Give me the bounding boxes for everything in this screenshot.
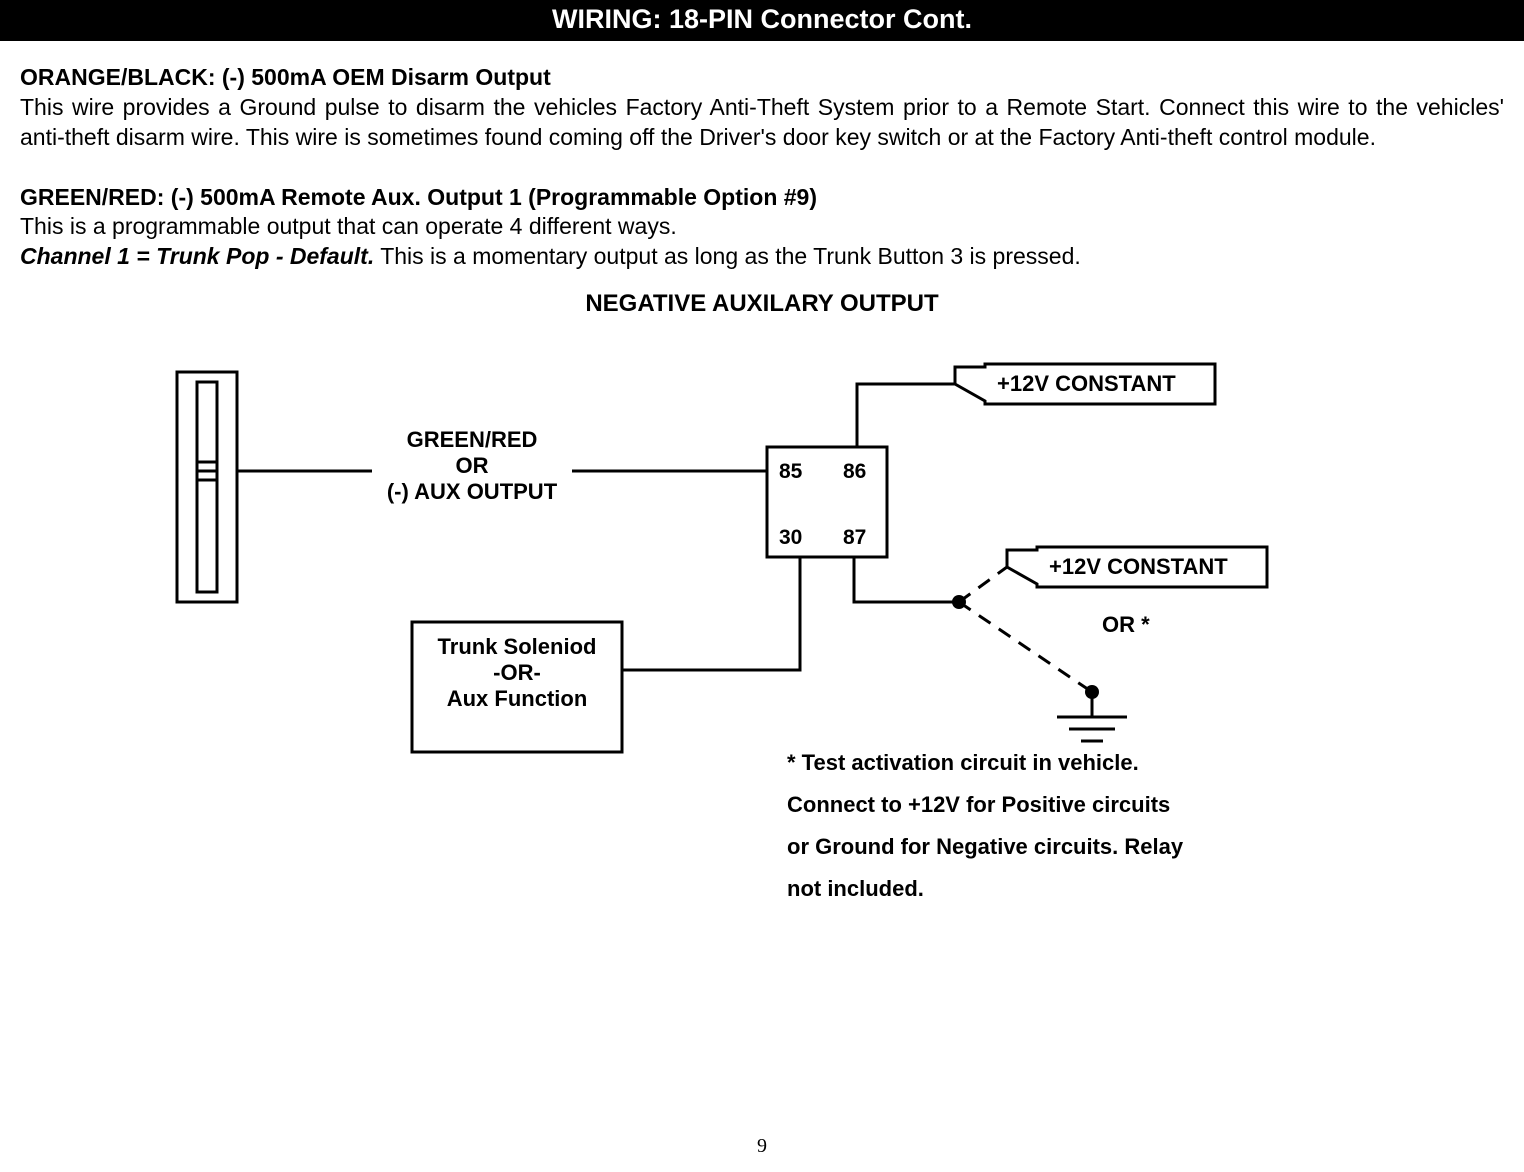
page-number: 9 <box>0 1135 1524 1158</box>
wiring-diagram: 85 86 30 87 <box>147 322 1377 942</box>
tag-top-text: +12V CONSTANT <box>997 371 1176 397</box>
ground-icon <box>1057 692 1127 741</box>
dashed-to-ground <box>959 602 1092 692</box>
solenoid-l2: -OR- <box>422 660 612 686</box>
section2-heading: GREEN/RED: (-) 500mA Remote Aux. Output … <box>20 183 1504 213</box>
channel-rest: This is a momentary output as long as th… <box>374 243 1081 269</box>
footnote-l2: Connect to +12V for Positive circuits <box>787 784 1183 826</box>
wire-87-out <box>854 557 959 602</box>
solenoid-l3: Aux Function <box>422 686 612 712</box>
footnote-l1: * Test activation circuit in vehicle. <box>787 742 1183 784</box>
section1-heading: ORANGE/BLACK: (-) 500mA OEM Disarm Outpu… <box>20 63 1504 93</box>
solenoid-l1: Trunk Soleniod <box>422 634 612 660</box>
relay-pin-86: 86 <box>843 460 866 483</box>
wire-86-to-12v <box>857 384 955 447</box>
section2-channel: Channel 1 = Trunk Pop - Default. This is… <box>20 242 1504 272</box>
title-bar: WIRING: 18-PIN Connector Cont. <box>0 0 1524 41</box>
diagram-svg: 85 86 30 87 <box>147 322 1377 942</box>
wire-30-to-solenoid <box>622 557 800 670</box>
relay-pin-30: 30 <box>779 526 802 549</box>
relay-pin-87: 87 <box>843 526 866 549</box>
footnote-l4: not included. <box>787 868 1183 910</box>
wire-label-l1: GREEN/RED <box>372 427 572 453</box>
channel-label: Channel 1 = Trunk Pop - Default. <box>20 243 374 269</box>
section2-line1: This is a programmable output that can o… <box>20 212 1504 242</box>
relay-pin-85: 85 <box>779 460 803 483</box>
solenoid-label: Trunk Soleniod -OR- Aux Function <box>422 634 612 712</box>
footnote-l3: or Ground for Negative circuits. Relay <box>787 826 1183 868</box>
wire-label: GREEN/RED OR (-) AUX OUTPUT <box>372 427 572 505</box>
wire-label-l2: OR <box>372 453 572 479</box>
diagram-title: NEGATIVE AUXILARY OUTPUT <box>20 290 1504 318</box>
diagram-footnote: * Test activation circuit in vehicle. Co… <box>787 742 1183 909</box>
connector-icon <box>177 372 237 602</box>
wire-label-l3: (-) AUX OUTPUT <box>372 479 572 505</box>
or-star-label: OR * <box>1102 612 1150 638</box>
dashed-to-12v <box>959 567 1007 602</box>
tag-mid-text: +12V CONSTANT <box>1049 554 1228 580</box>
section1-body: This wire provides a Ground pulse to dis… <box>20 93 1504 153</box>
